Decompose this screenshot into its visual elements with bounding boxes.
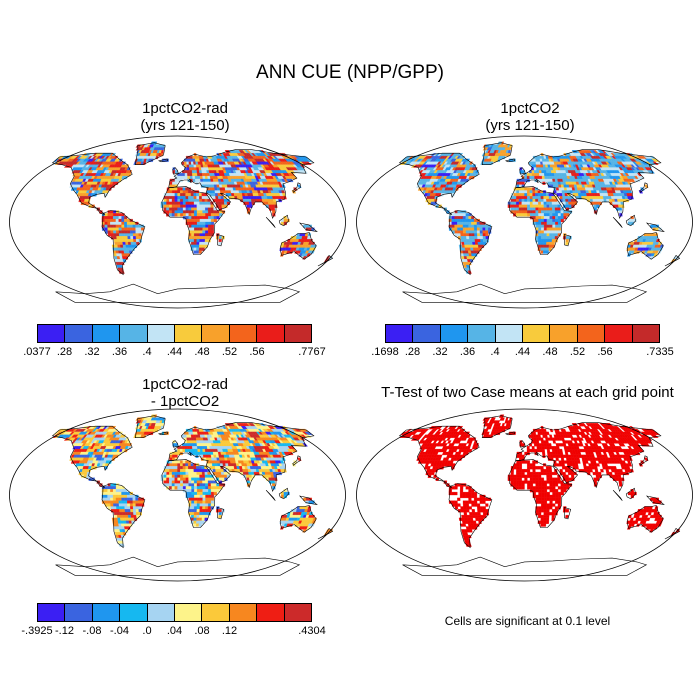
colorbar-tick-label: .56 — [249, 346, 265, 358]
colorbar-tick-label: .1698 — [371, 346, 399, 358]
panel-title-diff-line1: 1pctCO2-rad — [142, 376, 228, 393]
colorbar-tick-label: .4304 — [298, 625, 326, 637]
colorbar-tick-label: .0377 — [23, 346, 51, 358]
colorbar-tick-label: .7767 — [298, 346, 326, 358]
colorbar-swatch — [147, 325, 176, 342]
data-cells — [399, 414, 681, 547]
colorbar-ctl — [385, 324, 660, 343]
figure-title: ANN CUE (NPP/GPP) — [256, 62, 444, 83]
colorbar-tick-label: .52 — [221, 346, 238, 358]
colorbar-tick-label: .04 — [166, 625, 183, 637]
colorbar-swatch — [147, 604, 176, 621]
colorbar-tick-label: .44 — [166, 346, 183, 358]
colorbar-tick-label: -.12 — [55, 625, 74, 637]
panel-title-diff: 1pctCO2-rad - 1pctCO2 — [25, 376, 345, 410]
coastlines — [398, 142, 681, 303]
colorbar-rad-labels: .0377 .28 .32 .36 .4 .44 .48 .52 .56 .7767 — [23, 346, 326, 360]
panel-title-rad-line2: (yrs 121-150) — [140, 117, 230, 134]
colorbar-swatch — [386, 325, 414, 342]
colorbar-swatch — [175, 325, 203, 342]
colorbar-swatch — [202, 325, 230, 342]
colorbar-tick-label: .4 — [142, 346, 152, 358]
map-ttest — [356, 408, 693, 582]
panel-title-ctl-line2: (yrs 121-150) — [485, 117, 575, 134]
panel-title-diff-line2: - 1pctCO2 — [150, 393, 220, 410]
colorbar-swatch — [92, 325, 121, 342]
coastlines — [398, 415, 681, 576]
colorbar-swatch — [495, 325, 524, 342]
colorbar-swatch — [175, 604, 203, 621]
colorbar-swatch — [229, 604, 258, 621]
colorbar-swatch — [413, 325, 441, 342]
colorbar-tick-label: .28 — [56, 346, 73, 358]
colorbar-swatch — [632, 325, 660, 342]
map-border — [9, 408, 346, 582]
colorbar-swatch — [605, 325, 633, 342]
colorbar-swatch — [229, 325, 258, 342]
colorbar-swatch — [257, 604, 285, 621]
colorbar-swatch — [38, 325, 66, 342]
colorbar-tick-label: .4 — [490, 346, 500, 358]
colorbar-rad — [37, 324, 312, 343]
colorbar-ctl-labels: .1698 .28 .32 .36 .4 .44 .48 .52 .56 .7335 — [371, 346, 674, 360]
map-border — [9, 135, 346, 309]
colorbar-swatch — [257, 325, 285, 342]
colorbar-tick-label: .44 — [514, 346, 531, 358]
coastlines — [51, 142, 334, 303]
panel-title-rad: 1pctCO2-rad (yrs 121-150) — [25, 100, 345, 134]
colorbar-tick-label: .28 — [404, 346, 421, 358]
panel-title-ttest: T-Test of two Case means at each grid po… — [381, 384, 674, 401]
colorbar-swatch — [38, 604, 66, 621]
map-border — [356, 408, 693, 582]
colorbar-tick-label: .32 — [432, 346, 448, 358]
colorbar-tick-label: -.04 — [110, 625, 129, 637]
colorbar-swatch — [202, 604, 230, 621]
colorbar-swatch — [284, 325, 312, 342]
panel-title-rad-line1: 1pctCO2-rad — [142, 100, 228, 117]
colorbar-diff-labels: -.3925 -.12 -.08 -.04 .0 .04 .08 .12 .4304 — [21, 625, 325, 639]
significance-note: Cells are significant at 0.1 level — [444, 614, 611, 628]
data-cells — [399, 141, 681, 274]
colorbar-swatch — [65, 325, 93, 342]
colorbar-diff — [37, 603, 312, 622]
colorbar-tick-label: .48 — [194, 346, 210, 358]
map-difference — [9, 408, 346, 582]
colorbar-swatch — [523, 325, 551, 342]
colorbar-tick-label: .32 — [84, 346, 100, 358]
colorbar-swatch — [577, 325, 606, 342]
colorbar-swatch — [468, 325, 496, 342]
colorbar-swatch — [120, 604, 148, 621]
colorbar-tick-label: .08 — [194, 625, 210, 637]
panel-title-ctl-line1: 1pctCO2 — [500, 100, 560, 117]
map-1pctco2 — [356, 135, 693, 309]
colorbar-swatch — [65, 604, 93, 621]
colorbar-tick-label: .56 — [597, 346, 613, 358]
colorbar-tick-label: .12 — [221, 625, 238, 637]
colorbar-tick-label: .36 — [111, 346, 128, 358]
colorbar-swatch — [284, 604, 312, 621]
colorbar-tick-label: .52 — [569, 346, 586, 358]
colorbar-tick-label: .7335 — [646, 346, 674, 358]
panel-title-ctl: 1pctCO2 (yrs 121-150) — [370, 100, 690, 134]
colorbar-swatch — [120, 325, 148, 342]
colorbar-swatch — [92, 604, 121, 621]
coastlines — [51, 415, 334, 576]
map-1pctco2-rad — [9, 135, 346, 309]
colorbar-tick-label: .48 — [542, 346, 558, 358]
colorbar-tick-label: .36 — [459, 346, 476, 358]
colorbar-tick-label: -.3925 — [21, 625, 53, 637]
colorbar-swatch — [550, 325, 578, 342]
colorbar-swatch — [440, 325, 469, 342]
colorbar-tick-label: .0 — [142, 625, 152, 637]
colorbar-tick-label: -.08 — [82, 625, 102, 637]
map-border — [356, 135, 693, 309]
